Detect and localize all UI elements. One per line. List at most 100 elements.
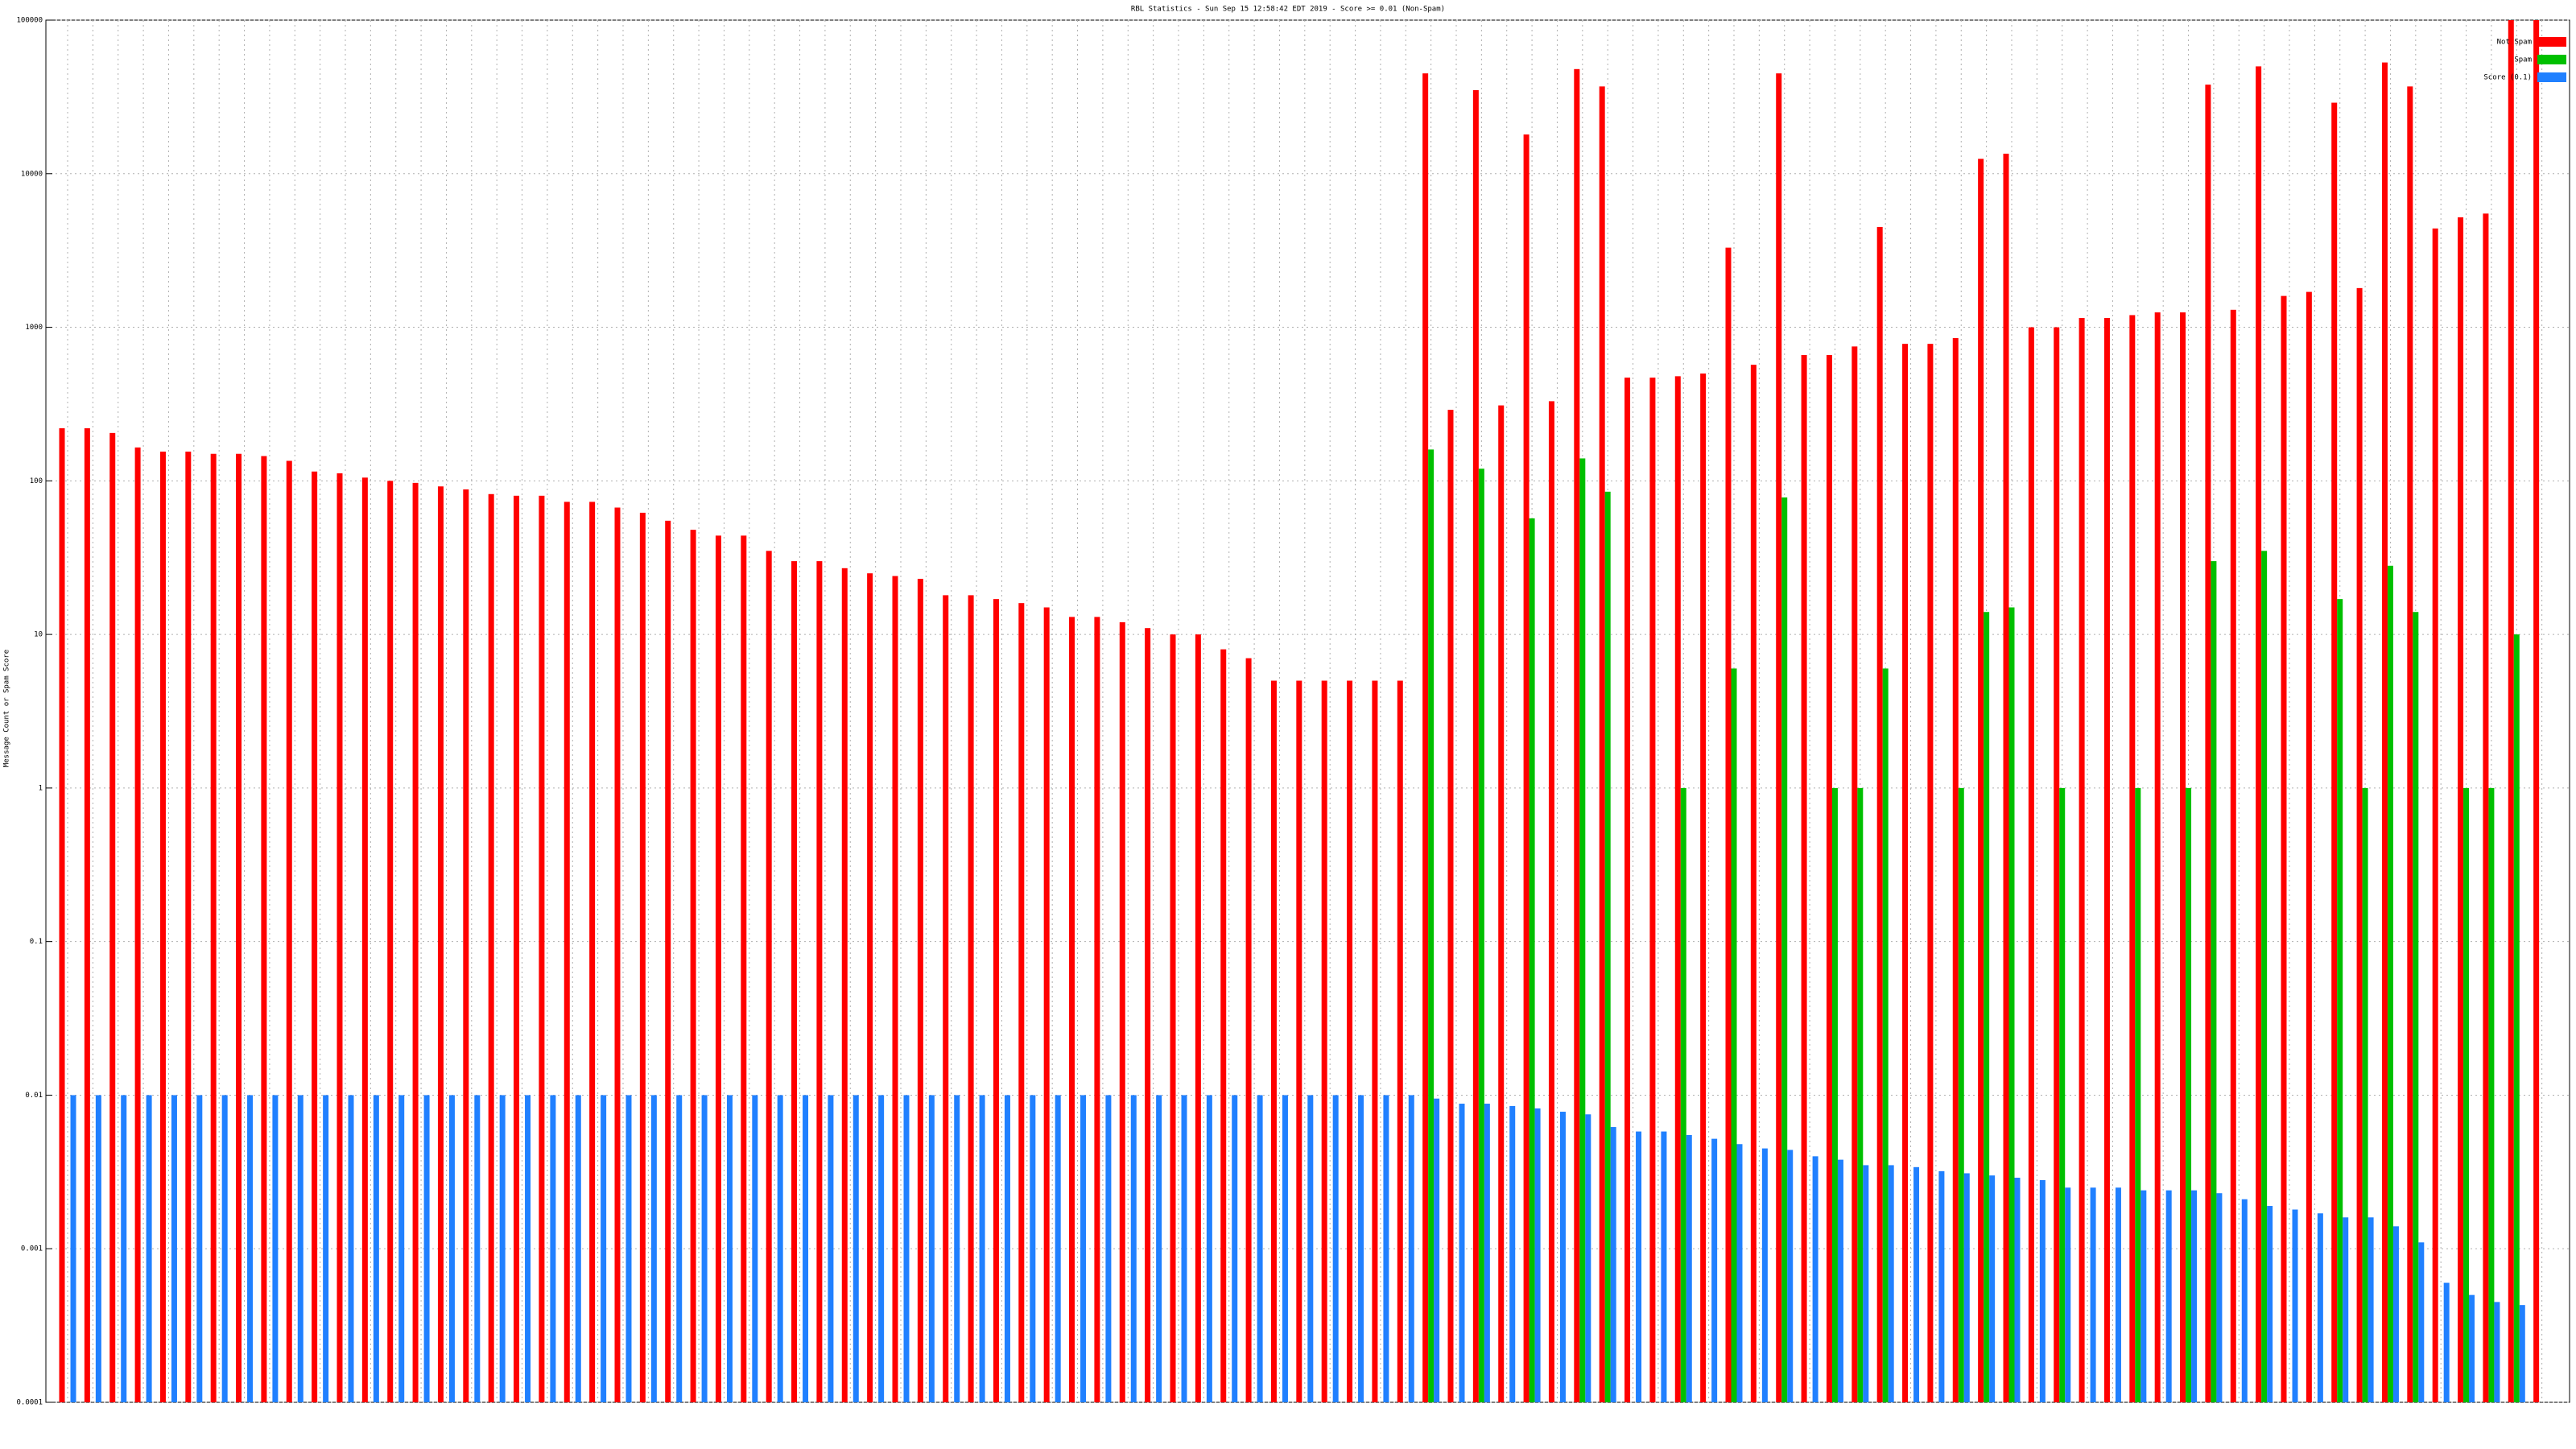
bar [1725, 247, 1732, 1402]
bar [2432, 228, 2438, 1402]
bar [1372, 680, 1378, 1402]
bar [1478, 469, 1484, 1402]
bar [2317, 1213, 2323, 1402]
bar [2079, 317, 2085, 1402]
bar [272, 1095, 279, 1402]
bar [665, 520, 671, 1402]
bar [1156, 1095, 1162, 1402]
bar [2261, 551, 2268, 1403]
bar [1863, 1165, 1869, 1402]
bar [1170, 634, 1176, 1402]
bar [387, 481, 394, 1403]
bar [1579, 458, 1586, 1402]
bar [690, 530, 696, 1402]
bar [1206, 1095, 1212, 1402]
bar [1686, 1134, 1692, 1402]
bar [1347, 680, 1353, 1402]
bar [1130, 1095, 1137, 1402]
y-tick-label: 10 [34, 631, 43, 639]
bar [2483, 213, 2489, 1403]
bar [70, 1095, 76, 1402]
bar [1938, 1170, 1945, 1402]
bar [146, 1095, 152, 1402]
bar [2014, 1178, 2021, 1402]
bar [564, 502, 570, 1403]
bar [1434, 1098, 1440, 1402]
bar [373, 1095, 379, 1402]
bar [1408, 1095, 1414, 1402]
bar [2458, 217, 2464, 1403]
bar [2368, 1217, 2374, 1402]
bar [412, 482, 419, 1403]
bar [2028, 327, 2034, 1402]
y-tick-label: 100 [30, 477, 43, 485]
bar [1574, 68, 1580, 1402]
bar [2519, 1305, 2525, 1402]
bar [701, 1095, 708, 1402]
bar [196, 1095, 203, 1402]
bar [2494, 1302, 2500, 1402]
bar [1801, 354, 1807, 1403]
bar [614, 507, 621, 1402]
bar [1674, 376, 1681, 1402]
bar [2469, 1294, 2475, 1402]
bar [1055, 1095, 1061, 1402]
bar [917, 579, 923, 1402]
bar [676, 1095, 683, 1402]
bar [2205, 85, 2211, 1402]
bar [650, 1095, 657, 1402]
bar [791, 561, 798, 1403]
bar [1484, 1104, 1490, 1402]
bar [1220, 649, 1227, 1402]
bar [928, 1095, 935, 1402]
bar [1069, 617, 1075, 1402]
bar [1422, 73, 1429, 1403]
y-tick-label: 1000 [25, 324, 43, 332]
bar [1731, 668, 1737, 1402]
bar [1857, 787, 1864, 1402]
bar [1700, 373, 1707, 1403]
legend-swatch [2537, 37, 2566, 47]
bar [601, 1095, 607, 1402]
bar [1761, 1148, 1768, 1402]
bar [1459, 1104, 1465, 1402]
bar [1882, 668, 1889, 1402]
bar [2039, 1179, 2046, 1402]
bar [2306, 291, 2312, 1402]
bar [625, 1095, 632, 1402]
bar [1958, 787, 1964, 1402]
bar [109, 432, 116, 1402]
bar [1534, 1108, 1541, 1402]
bar [185, 452, 192, 1403]
chart-title: RBL Statistics - Sun Sep 15 12:58:42 EDT… [1131, 6, 1445, 14]
bar [474, 1095, 481, 1402]
bar [1270, 680, 1277, 1402]
bar [59, 428, 65, 1402]
bar [2337, 599, 2343, 1402]
bar [398, 1095, 405, 1402]
bar [639, 512, 646, 1402]
bar [1472, 89, 1479, 1402]
bar [993, 599, 999, 1402]
bar [1750, 365, 1757, 1403]
bar [1599, 86, 1605, 1402]
bar [841, 568, 848, 1403]
bar [1105, 1095, 1112, 1402]
bar [954, 1095, 960, 1402]
bar [2103, 317, 2110, 1402]
bar [221, 1095, 228, 1402]
bar [2413, 612, 2419, 1402]
bar [1927, 344, 1934, 1403]
bar [2165, 1190, 2172, 1402]
bar [892, 576, 898, 1403]
bar [1358, 1095, 1364, 1402]
bar [1509, 1105, 1516, 1402]
bar [336, 473, 343, 1402]
bar [2292, 1209, 2298, 1402]
bar [2443, 1282, 2450, 1402]
bar [1902, 344, 1909, 1403]
bar [1094, 617, 1100, 1402]
bar [1736, 1144, 1743, 1402]
bar [514, 495, 520, 1403]
bar [95, 1095, 101, 1402]
